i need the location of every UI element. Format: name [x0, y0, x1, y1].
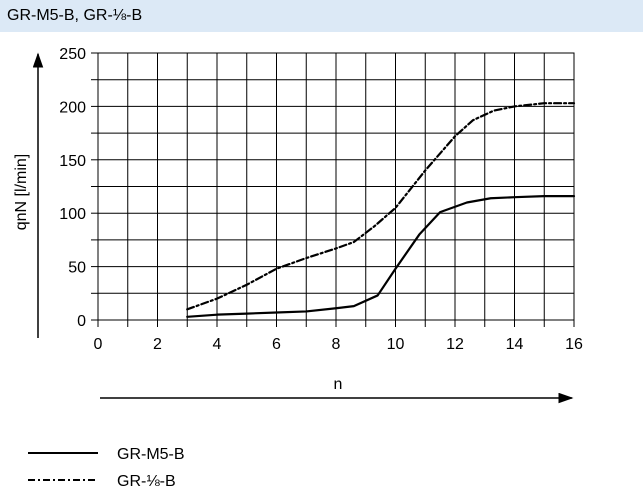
x-tick-label: 6 — [272, 336, 281, 353]
x-tick-label: 10 — [387, 336, 405, 353]
series-line-gr-m5-b — [186, 195, 576, 318]
x-tick-labels: 0 2 4 6 8 10 12 14 16 — [94, 336, 583, 353]
y-axis-label: qnN [l/min] — [13, 154, 30, 230]
figure-title: GR-M5-B, GR-⅛-B — [7, 7, 143, 24]
x-tick-label: 16 — [565, 336, 583, 353]
series-line-gr-b — [186, 102, 576, 311]
legend-label-gr-1-8-b: GR-⅛-B — [117, 473, 176, 488]
y-tick-label: 200 — [59, 99, 86, 116]
plot-frame — [97, 52, 575, 321]
x-tick-label: 14 — [506, 336, 524, 353]
x-tick-label: 0 — [94, 336, 103, 353]
chart-area: qnN [l/min] 0 2 4 6 8 10 12 14 16 0 50 100 150 200 25… — [0, 32, 643, 490]
flow-chart: qnN [l/min] 0 2 4 6 8 10 12 14 16 0 50 100 150 200 25… — [13, 46, 583, 490]
y-tick-label: 250 — [59, 46, 86, 63]
chart-grid — [91, 52, 575, 327]
figure-header: GR-M5-B, GR-⅛-B — [0, 0, 643, 32]
x-tick-label: 8 — [332, 336, 341, 353]
x-tick-label: 2 — [153, 336, 162, 353]
chart-series — [186, 102, 576, 318]
y-tick-label: 150 — [59, 153, 86, 170]
x-axis-label: n — [334, 376, 343, 393]
y-tick-labels: 0 50 100 150 200 250 — [59, 46, 86, 330]
y-tick-label: 50 — [68, 260, 86, 277]
y-tick-label: 0 — [77, 313, 86, 330]
chart-legend: GR-M5-B GR-⅛-B — [28, 446, 185, 490]
legend-label-gr-m5-b: GR-M5-B — [117, 446, 185, 463]
y-tick-label: 100 — [59, 206, 86, 223]
x-tick-label: 4 — [213, 336, 222, 353]
x-tick-label: 12 — [446, 336, 464, 353]
